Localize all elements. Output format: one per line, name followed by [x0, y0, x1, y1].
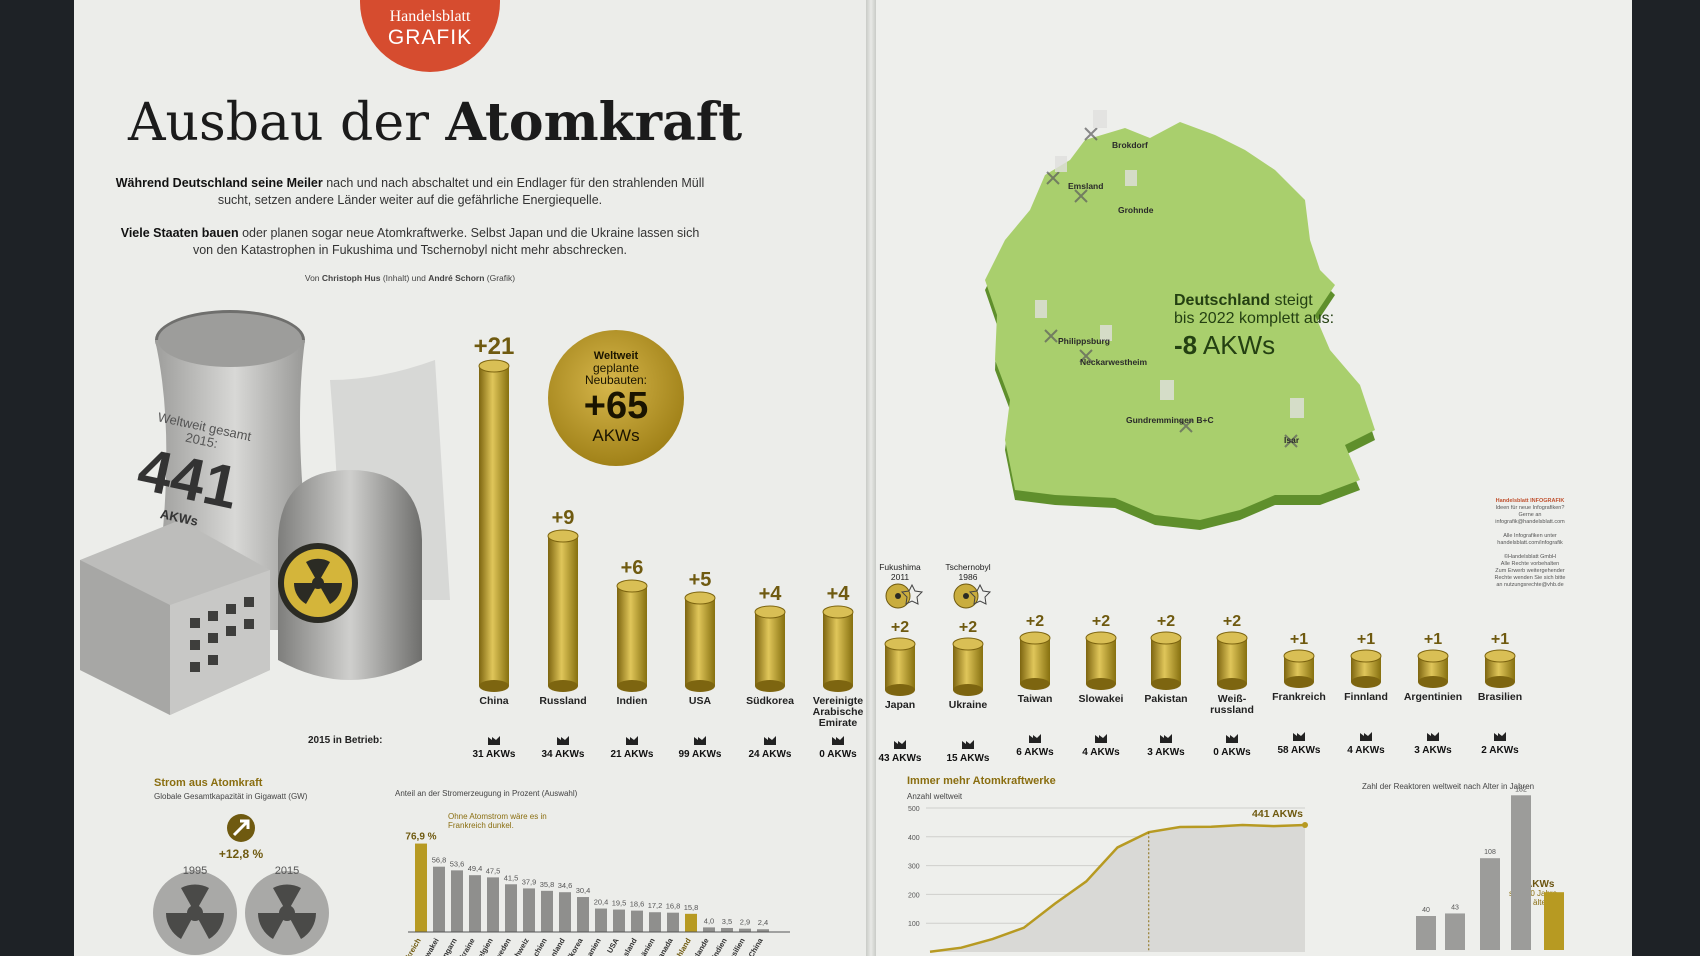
badge-line2: GRAFIK	[387, 26, 473, 49]
age-annotation-bold: 68 AKWs	[1511, 879, 1555, 890]
germany-reduction-value: -8	[1174, 330, 1198, 360]
germany-label: Deutschland	[1174, 292, 1271, 309]
growth-title: Immer mehr Atomkraftwerke	[907, 775, 1056, 787]
germany-phaseout-text: Deutschland steigt bis 2022 komplett aus…	[1174, 292, 1334, 361]
page-gutter	[866, 0, 876, 956]
title-light: Ausbau der	[128, 93, 446, 153]
strom-title-text: Strom aus Atomkraft	[154, 777, 263, 789]
in-operation-label: 2015 in Betrieb:	[308, 735, 383, 746]
age-chart-title: Zahl der Reaktoren weltweit nach Alter i…	[1362, 782, 1535, 791]
byline-mid: (Inhalt) und	[380, 273, 429, 283]
intro-2-bold: Viele Staaten bauen	[120, 226, 239, 240]
share-chart-title: Anteil an der Stromerzeugung in Prozent …	[395, 789, 578, 798]
germany-line2: bis 2022 komplett aus:	[1174, 310, 1335, 327]
intro-1-bold: Während Deutschland seine Meiler	[115, 176, 323, 190]
share-annotation: Ohne Atomstrom wäre es in Frankreich dun…	[448, 812, 547, 830]
imprint-line: Gerne an	[1518, 512, 1542, 518]
intro-1-rest: nach und nach abschaltet und ein Endlage…	[217, 176, 705, 207]
badge-line1: Handelsblatt	[389, 8, 471, 25]
imprint-title: Handelsblatt INFOGRAFIK	[1495, 498, 1565, 504]
byline: Von Christoph Hus (Inhalt) und André Sch…	[110, 273, 710, 283]
intro-2-rest: oder planen sogar neue Atomkraftwerke. S…	[192, 226, 700, 257]
imprint-line: Alle Infografiken unter	[1503, 533, 1557, 539]
plant-brokdorf: Brokdorf	[1112, 140, 1148, 150]
intro-paragraph-1: Während Deutschland seine Meiler nach un…	[110, 175, 710, 209]
germany-line1-rest: steigt	[1270, 292, 1313, 309]
byline-author-a: Christoph Hus	[321, 273, 381, 283]
planned-line1: Weltweit	[593, 350, 639, 362]
plant-neckarwestheim: Neckarwestheim	[1080, 357, 1148, 367]
nuclear-plant-illustration	[80, 310, 450, 715]
title-bold: Atomkraft	[445, 92, 743, 153]
imprint-line: Zum Erwerb weitergehender	[1495, 568, 1565, 574]
byline-pre: Von	[304, 273, 322, 283]
imprint-line: handelsblatt.com/infografik	[1497, 540, 1563, 546]
imprint-line: infografik@handelsblatt.com	[1495, 519, 1565, 525]
plant-isar: Isar	[1284, 435, 1300, 445]
planned-line3: Neubauten:	[584, 373, 648, 387]
imprint-line: Ideen für neue Infografiken?	[1495, 505, 1565, 511]
intro-paragraph-2: Viele Staaten bauen oder planen sogar ne…	[110, 225, 710, 259]
strom-title: Strom aus Atomkraft	[154, 777, 262, 789]
germany-reduction-unit: AKWs	[1197, 330, 1276, 360]
age-annotation: 68 AKWs sind 40 Jahre und älter	[1508, 879, 1558, 908]
imprint-line: Rechte wenden Sie sich bitte	[1494, 575, 1566, 581]
growth-ylabel: Anzahl weltweit	[907, 792, 963, 801]
planned-new-builds-badge: Weltweit geplante Neubauten: +65 AKWs	[548, 330, 684, 466]
planned-line2: geplante	[592, 361, 640, 375]
imprint-line	[1480, 547, 1580, 554]
imprint-line: Alle Rechte vorbehalten	[1500, 561, 1560, 567]
imprint-line: ©Handelsblatt GmbH	[1503, 554, 1557, 560]
planned-unit: AKWs	[592, 426, 640, 445]
page-title: Ausbau der Atomkraft	[128, 92, 742, 153]
age-annotation-text: sind 40 Jahre und älter	[1508, 889, 1558, 907]
imprint-lines: Ideen für neue Infografiken? Gerne an info…	[1480, 505, 1580, 589]
byline-author-b: André Schorn	[428, 273, 485, 283]
plant-gundremmingen: Gundremmingen B+C	[1126, 415, 1214, 425]
imprint-line	[1480, 526, 1580, 533]
growth-title-text: Immer mehr Atomkraftwerke	[907, 775, 1056, 787]
imprint-box: Handelsblatt INFOGRAFIK Ideen für neue I…	[1480, 498, 1580, 589]
germany-map	[985, 110, 1375, 530]
plant-philippsburg: Philippsburg	[1058, 336, 1110, 346]
plant-grohnde: Grohnde	[1118, 205, 1154, 215]
growth-annotation: Nach dem Boom der 70er und 80er steigt d…	[1102, 870, 1262, 888]
byline-post: (Grafik)	[484, 273, 516, 283]
planned-value: +65	[583, 385, 649, 427]
plant-emsland: Emsland	[1068, 181, 1104, 191]
strom-subtitle: Globale Gesamtkapazität in Gigawatt (GW)	[154, 792, 308, 801]
imprint-line: an nutzungsrechte@vhb.de	[1496, 582, 1564, 588]
